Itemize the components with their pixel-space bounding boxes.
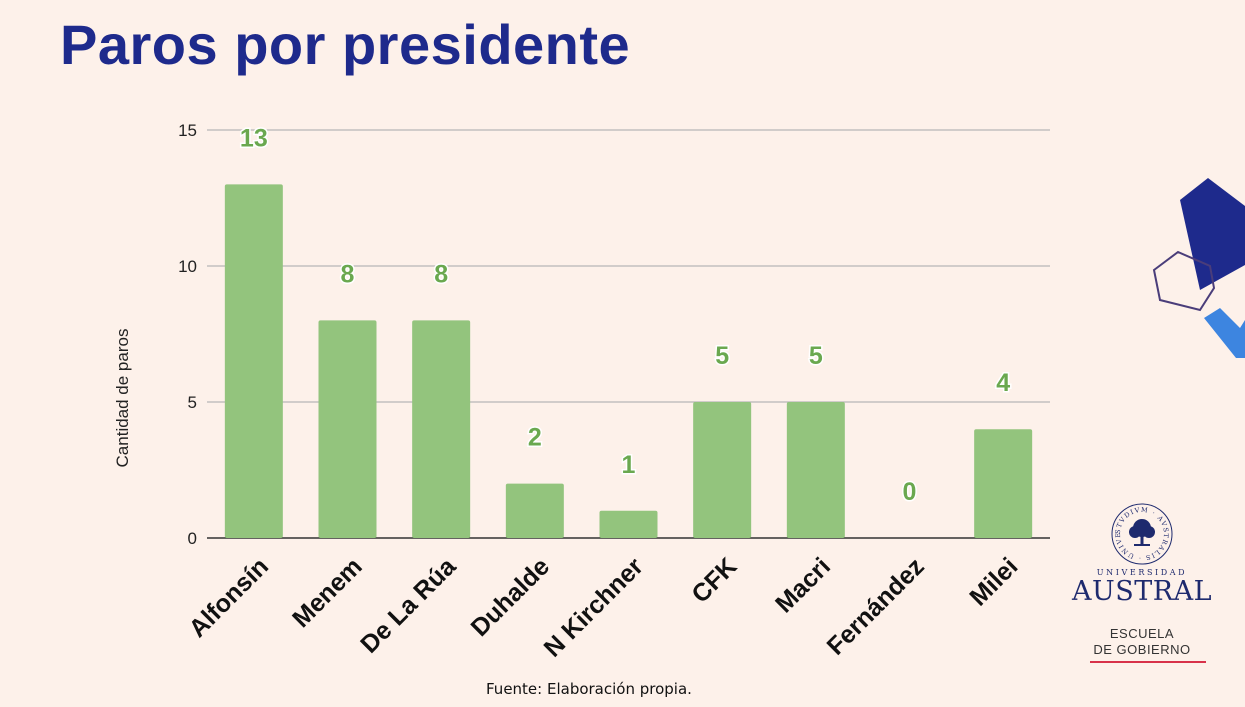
logo-school-line-1: ESCUELA: [1109, 626, 1175, 641]
bar: [224, 184, 283, 538]
bar-data-label: 0: [903, 478, 917, 506]
university-seal-icon: STVDIVM · AVSTRALIS · UNIVERSITAS: [1072, 498, 1173, 565]
bar-data-label: 4: [996, 369, 1010, 397]
x-tick-label: Alfonsín: [184, 552, 275, 643]
source-note: Fuente: Elaboración propia.: [486, 680, 692, 698]
decor-outline-shape: [1152, 250, 1216, 312]
logo-school-line-2: DE GOBIERNO: [1093, 642, 1191, 657]
bar-data-label: 1: [622, 451, 636, 479]
bar: [412, 320, 471, 538]
logo-name: AUSTRAL: [1072, 576, 1213, 607]
decor-navy-shape: [1180, 178, 1245, 290]
bar: [786, 402, 845, 538]
bar-data-label: 8: [434, 260, 448, 288]
bar-data-label: 2: [528, 424, 542, 452]
decor-blue-shape: [1204, 308, 1245, 358]
y-tick-label: 15: [178, 121, 197, 140]
x-tick-label: De La Rúa: [355, 552, 462, 659]
bar: [974, 429, 1033, 538]
bar: [505, 483, 564, 538]
x-tick-label: Fernández: [822, 552, 930, 660]
x-tick-label: Menem: [287, 552, 368, 633]
logo-university-word: UNIVERSIDAD: [1096, 568, 1188, 577]
bar-data-label: 8: [341, 260, 355, 288]
x-tick-label: Duhalde: [466, 552, 556, 642]
slide-title: Paros por presidente: [60, 13, 631, 76]
y-axis-label: Cantidad de paros: [113, 329, 132, 468]
x-tick-label: Macri: [770, 552, 836, 618]
y-tick-label: 10: [178, 257, 197, 276]
logo-underline: [1090, 661, 1206, 663]
bar-data-label: 13: [240, 124, 268, 152]
bar: [599, 510, 658, 538]
bar: [318, 320, 377, 538]
y-tick-label: 5: [188, 393, 197, 412]
y-tick-label: 0: [188, 529, 197, 548]
x-tick-label: CFK: [686, 552, 742, 608]
x-tick-label: N Kirchner: [539, 552, 649, 662]
university-logo: STVDIVM · AVSTRALIS · UNIVERSITAS UNIVER…: [1072, 498, 1212, 668]
bar-data-label: 5: [809, 342, 823, 370]
bar-data-label: 5: [715, 342, 729, 370]
x-tick-label: Milei: [964, 552, 1023, 611]
decorative-shapes: [1152, 178, 1245, 358]
bar: [693, 402, 752, 538]
